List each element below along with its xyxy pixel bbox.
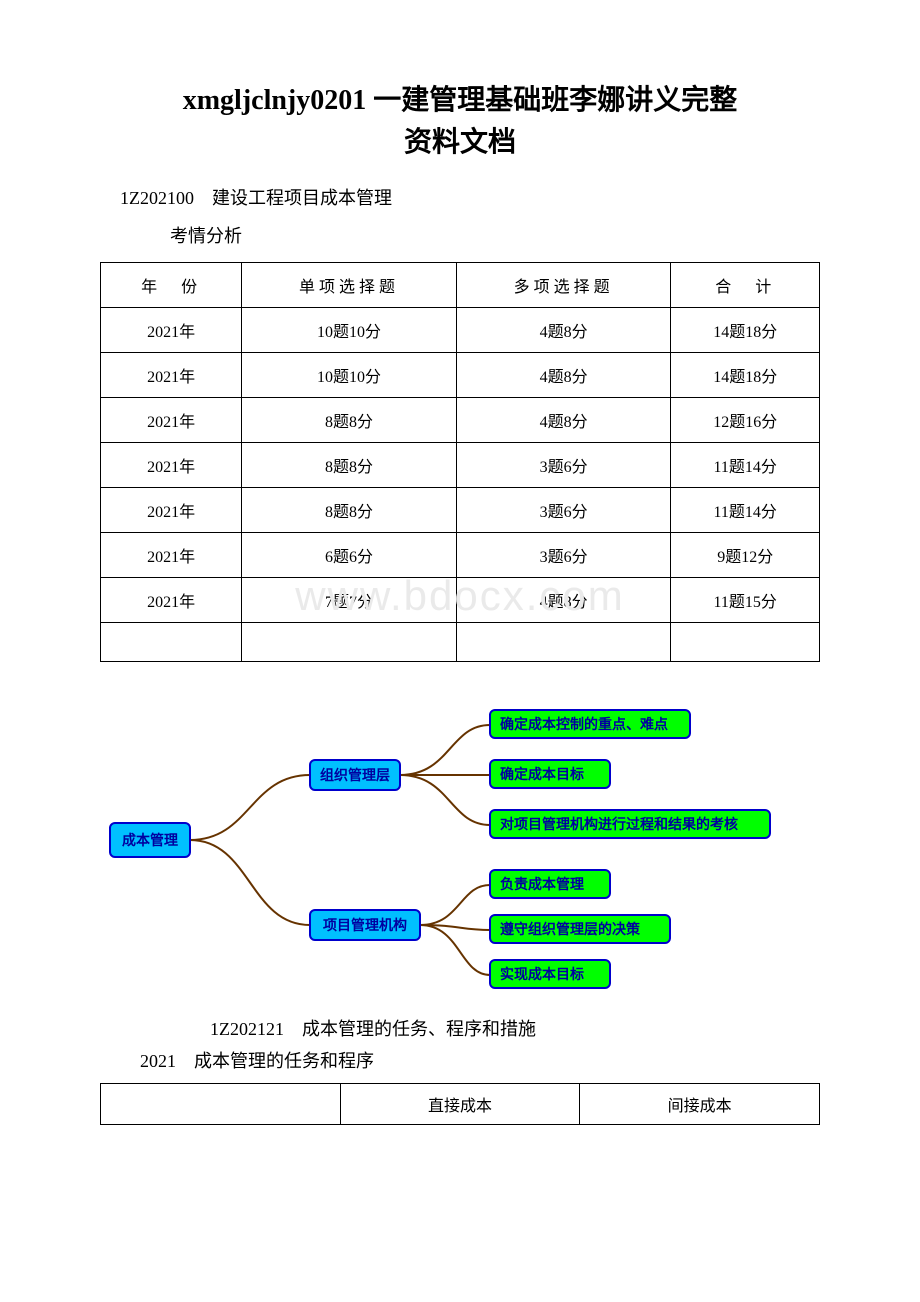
table-body: 2021年10题10分4题8分14题18分2021年10题10分4题8分14题1… xyxy=(101,308,820,662)
edge xyxy=(190,775,310,840)
table-row: 2021年10题10分4题8分14题18分 xyxy=(101,353,820,398)
table-cell: 10题10分 xyxy=(242,353,457,398)
table-cell: 2021年 xyxy=(101,398,242,443)
table-cell: 12题16分 xyxy=(671,398,820,443)
table-cell: 2021年 xyxy=(101,488,242,533)
edge xyxy=(420,885,490,925)
edge xyxy=(400,725,490,775)
table-row: 2021年8题8分3题6分11题14分 xyxy=(101,443,820,488)
table-cell: 14题18分 xyxy=(671,308,820,353)
node-branch1-label: 组织管理层 xyxy=(320,767,390,783)
table-cell: 2021年 xyxy=(101,353,242,398)
table-row: 2021年8题8分4题8分12题16分 xyxy=(101,398,820,443)
title-line-2: 资料文档 xyxy=(404,127,516,158)
score-table: 年 份 单项选择题 多项选择题 合 计 2021年10题10分4题8分14题18… xyxy=(100,262,820,662)
table-cell: 4题8分 xyxy=(456,578,671,623)
table-cell: 8题8分 xyxy=(242,443,457,488)
cost-table: 直接成本 间接成本 xyxy=(100,1083,820,1125)
cost-cell-1: 直接成本 xyxy=(340,1084,580,1125)
node-root-label: 成本管理 xyxy=(122,832,178,848)
table-cell: 10题10分 xyxy=(242,308,457,353)
cost-cell-2: 间接成本 xyxy=(580,1084,820,1125)
page-title: xmgljclnjy0201 一建管理基础班李娜讲义完整 资料文档 xyxy=(60,80,860,164)
edge xyxy=(420,925,490,975)
mindmap-diagram: 成本管理 组织管理层 项目管理机构 确定成本控制的重点、难点 确定成本目标 对项… xyxy=(60,690,780,990)
table-row: 2021年6题6分3题6分9题12分 xyxy=(101,533,820,578)
analysis-label: 考情分析 xyxy=(170,222,860,248)
table-cell: 6题6分 xyxy=(242,533,457,578)
leaf-1-2-label: 确定成本目标 xyxy=(500,766,584,782)
table-cell: 3题6分 xyxy=(456,443,671,488)
table-header-row: 年 份 单项选择题 多项选择题 合 计 xyxy=(101,263,820,308)
leaf-1-3-label: 对项目管理机构进行过程和结果的考核 xyxy=(500,816,738,832)
table-cell: 11题15分 xyxy=(671,578,820,623)
table-cell: 11题14分 xyxy=(671,443,820,488)
table-cell: 2021年 xyxy=(101,308,242,353)
bottom-heading-1: 1Z202121 成本管理的任务、程序和措施 xyxy=(210,1015,860,1041)
cost-cell-0 xyxy=(101,1084,341,1125)
table-row: 2021年8题8分3题6分11题14分 xyxy=(101,488,820,533)
bottom-heading-2: 2021 成本管理的任务和程序 xyxy=(140,1047,860,1073)
table-cell: 4题8分 xyxy=(456,353,671,398)
table-cell xyxy=(456,623,671,662)
table-cell: 2021年 xyxy=(101,533,242,578)
table-cell: 3题6分 xyxy=(456,533,671,578)
table-row xyxy=(101,623,820,662)
table-cell: 2021年 xyxy=(101,443,242,488)
leaf-2-2-label: 遵守组织管理层的决策 xyxy=(500,921,641,937)
th-multi: 多项选择题 xyxy=(456,263,671,308)
table-cell xyxy=(242,623,457,662)
node-branch2-label: 项目管理机构 xyxy=(323,917,407,933)
leaf-2-1-label: 负责成本管理 xyxy=(500,876,584,892)
table-row: 2021年7题7分4题8分11题15分 xyxy=(101,578,820,623)
edge xyxy=(400,775,490,825)
table-cell: 14题18分 xyxy=(671,353,820,398)
table-cell: 8题8分 xyxy=(242,398,457,443)
table-cell: 4题8分 xyxy=(456,398,671,443)
table-cell: 7题7分 xyxy=(242,578,457,623)
table-cell: 11题14分 xyxy=(671,488,820,533)
th-total: 合 计 xyxy=(671,263,820,308)
table-cell: 4题8分 xyxy=(456,308,671,353)
table-row: 直接成本 间接成本 xyxy=(101,1084,820,1125)
table-row: 2021年10题10分4题8分14题18分 xyxy=(101,308,820,353)
table-cell xyxy=(101,623,242,662)
table-cell: 3题6分 xyxy=(456,488,671,533)
th-year: 年 份 xyxy=(101,263,242,308)
leaf-2-3-label: 实现成本目标 xyxy=(500,966,584,982)
table-cell: 9题12分 xyxy=(671,533,820,578)
th-single: 单项选择题 xyxy=(242,263,457,308)
section-code: 1Z202100 建设工程项目成本管理 xyxy=(120,184,860,210)
table-cell: 8题8分 xyxy=(242,488,457,533)
table-cell xyxy=(671,623,820,662)
table-cell: 2021年 xyxy=(101,578,242,623)
edge xyxy=(190,840,310,925)
leaf-1-1-label: 确定成本控制的重点、难点 xyxy=(500,716,668,732)
title-line-1: xmgljclnjy0201 一建管理基础班李娜讲义完整 xyxy=(183,85,738,116)
